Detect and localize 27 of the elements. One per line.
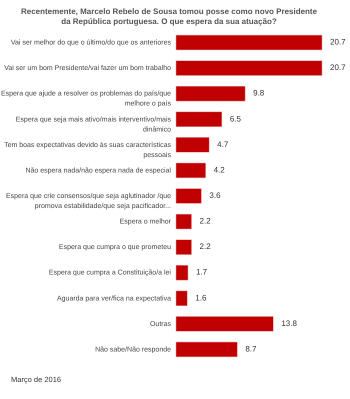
bar [176,342,238,358]
data-label: 4.2 [214,165,226,174]
bar [176,137,210,153]
data-label: 6.5 [230,114,242,124]
bar [176,60,322,76]
bar [176,290,188,306]
bar [176,162,206,178]
data-label: 1.6 [195,293,207,302]
bar [176,86,246,102]
bar [176,316,274,332]
data-label: 3.6 [209,191,222,200]
bar [176,112,222,127]
bar [176,188,202,204]
data-label: 2.2 [200,216,212,226]
data-label: 9.8 [253,88,265,98]
bar [176,34,322,50]
data-label: 8.7 [245,344,258,354]
data-label: 4.7 [217,140,229,149]
data-label: 20.7 [330,38,346,47]
data-label: 20.7 [330,63,346,72]
data-label: 2.2 [200,242,212,252]
bar [176,265,188,280]
bar [176,239,192,255]
bar [176,214,192,230]
data-label: 13.8 [281,318,298,328]
chart-title: Recentemente, Marcelo Rebelo de Sousa tomou posse como novo Presidente da República portuguesa. O que espera da sua atuação? [20,7,318,26]
data-label: 1.7 [196,268,208,277]
